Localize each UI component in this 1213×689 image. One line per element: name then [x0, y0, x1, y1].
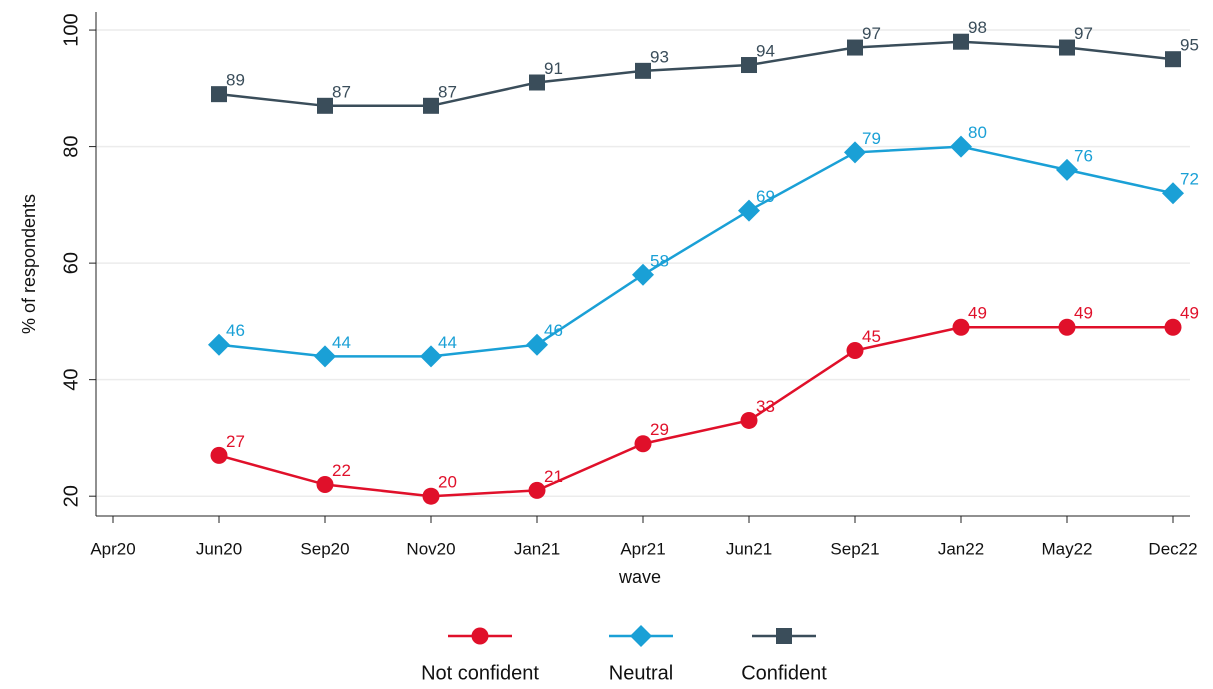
- data-label: 93: [650, 47, 669, 66]
- x-tick-label: Jan21: [514, 539, 560, 558]
- data-label: 95: [1180, 36, 1199, 55]
- data-label: 22: [332, 461, 351, 480]
- data-point: [528, 481, 546, 499]
- data-point: [952, 318, 970, 336]
- y-tick-label: 60: [60, 252, 82, 274]
- data-point: [634, 435, 652, 453]
- data-point: [1162, 182, 1184, 205]
- x-tick-label: Jun21: [726, 539, 772, 558]
- data-label: 87: [332, 82, 351, 101]
- data-point: [314, 345, 336, 368]
- data-point: [1058, 318, 1076, 336]
- data-label: 91: [544, 59, 563, 78]
- legend-marker: [630, 625, 652, 647]
- x-tick-label: Sep20: [300, 539, 349, 558]
- data-label: 69: [756, 187, 775, 206]
- legend-label: Neutral: [609, 662, 673, 684]
- x-tick-label: Dec22: [1148, 539, 1197, 558]
- data-label: 76: [1074, 146, 1093, 165]
- data-point: [1165, 51, 1181, 68]
- data-point: [211, 86, 227, 103]
- series-line: [218, 325, 1173, 498]
- x-tick-label: Apr21: [620, 539, 665, 558]
- series-line: [218, 40, 1174, 108]
- y-tick-label: 20: [60, 485, 82, 507]
- data-point: [844, 141, 866, 164]
- data-label: 44: [332, 333, 351, 352]
- data-point: [1056, 158, 1078, 181]
- data-point: [422, 487, 440, 505]
- data-point: [738, 199, 760, 222]
- data-label: 89: [226, 71, 245, 90]
- legend-marker: [776, 628, 792, 644]
- data-label: 72: [1180, 170, 1199, 189]
- data-label: 49: [1180, 304, 1199, 323]
- data-label: 87: [438, 82, 457, 101]
- data-label: 33: [756, 397, 775, 416]
- data-label: 49: [968, 304, 987, 323]
- data-point: [210, 446, 228, 464]
- data-point: [526, 333, 548, 356]
- legend-label: Confident: [741, 662, 827, 684]
- x-tick-label: May22: [1041, 539, 1092, 558]
- data-point: [950, 135, 972, 158]
- data-label: 97: [862, 24, 881, 43]
- x-axis-label: wave: [618, 567, 661, 587]
- legend-marker: [471, 627, 489, 645]
- data-point: [1059, 39, 1075, 56]
- data-point: [741, 57, 757, 74]
- data-point: [847, 39, 863, 56]
- data-label: 94: [756, 42, 775, 61]
- y-tick-label: 40: [60, 369, 82, 391]
- data-point: [316, 476, 334, 494]
- data-point: [423, 97, 439, 114]
- data-point: [635, 62, 651, 79]
- data-point: [317, 97, 333, 114]
- data-label: 49: [1074, 304, 1093, 323]
- data-label: 27: [226, 432, 245, 451]
- data-label: 79: [862, 129, 881, 148]
- data-point: [740, 411, 758, 429]
- data-point: [208, 333, 230, 356]
- data-point: [529, 74, 545, 91]
- x-tick-label: Jun20: [196, 539, 242, 558]
- series-line: [218, 145, 1174, 358]
- data-label: 29: [650, 420, 669, 439]
- x-tick-label: Jan22: [938, 539, 984, 558]
- data-label: 44: [438, 333, 457, 352]
- data-point: [632, 263, 654, 286]
- y-tick-label: 80: [60, 135, 82, 157]
- y-tick-label: 100: [60, 13, 82, 46]
- data-label: 98: [968, 18, 987, 37]
- data-label: 80: [968, 123, 987, 142]
- data-label: 20: [438, 473, 457, 492]
- x-tick-label: Nov20: [406, 539, 455, 558]
- data-point: [953, 33, 969, 50]
- data-point: [1164, 318, 1182, 336]
- data-label: 58: [650, 251, 669, 270]
- data-point: [846, 342, 864, 360]
- data-label: 21: [544, 467, 563, 486]
- data-label: 97: [1074, 24, 1093, 43]
- data-label: 45: [862, 327, 881, 346]
- legend-label: Not confident: [421, 662, 539, 684]
- y-axis-label: % of respondents: [19, 194, 39, 334]
- x-tick-label: Apr20: [90, 539, 135, 558]
- data-label: 46: [226, 321, 245, 340]
- x-tick-label: Sep21: [830, 539, 879, 558]
- data-point: [420, 345, 442, 368]
- data-label: 46: [544, 321, 563, 340]
